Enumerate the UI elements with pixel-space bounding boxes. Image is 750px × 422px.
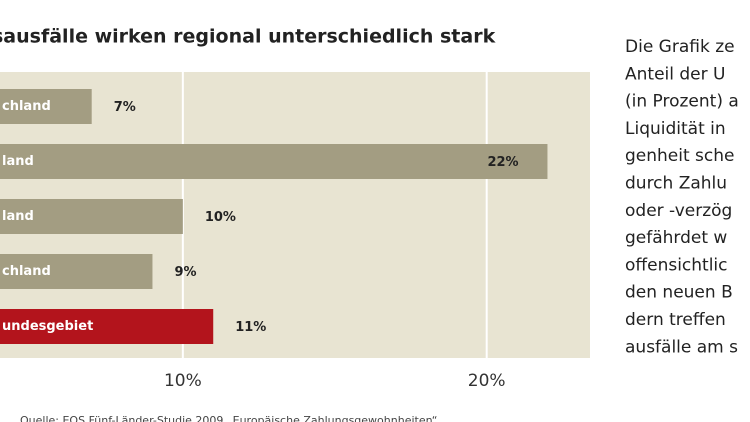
value-label: 22% xyxy=(487,155,518,170)
value-label: 9% xyxy=(174,265,196,280)
value-label: 10% xyxy=(205,210,236,225)
article-line: (in Prozent) a xyxy=(625,92,739,112)
article-line: genheit sche xyxy=(625,146,735,166)
bar xyxy=(0,309,214,344)
category-label: chland xyxy=(2,99,51,114)
bar xyxy=(0,199,183,234)
category-label: land xyxy=(2,209,34,224)
article-line: dern treffen xyxy=(625,310,726,330)
bar xyxy=(0,89,92,124)
value-label: 11% xyxy=(235,320,266,335)
article-line: Liquidität in xyxy=(625,119,726,139)
article-line: ausfälle am s xyxy=(625,337,738,357)
article-line: oder -verzög xyxy=(625,201,732,221)
chart-title: sausfälle wirken regional unterschiedlic… xyxy=(0,26,496,48)
source: Quelle: EOS Fünf-Länder-Studie 2009 „Eur… xyxy=(20,414,437,422)
category-label: chland xyxy=(2,264,51,279)
x-tick-label: 20% xyxy=(468,371,506,391)
article-line: gefährdet w xyxy=(625,228,727,248)
value-label: 7% xyxy=(114,100,136,115)
article-line: Anteil der U xyxy=(625,64,725,84)
bar xyxy=(0,144,548,179)
category-label: undesgebiet xyxy=(2,319,93,334)
article-line: Die Grafik ze xyxy=(625,37,735,57)
category-label: land xyxy=(2,154,34,169)
article-line: den neuen B xyxy=(625,283,733,303)
bar xyxy=(0,254,153,289)
article-line: offensichtlic xyxy=(625,255,728,275)
article-line: durch Zahlu xyxy=(625,174,727,194)
x-tick-label: 10% xyxy=(164,371,202,391)
